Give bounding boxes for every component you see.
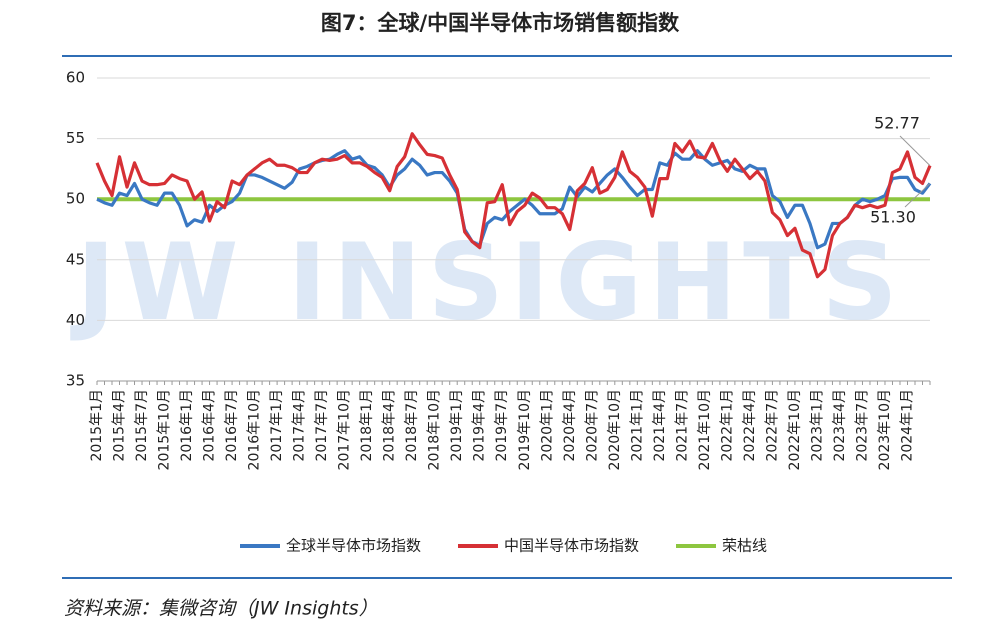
x-tick-label: 2020年1月 <box>539 389 555 462</box>
chart-title: 图7：全球/中国半导体市场销售额指数 <box>321 11 680 35</box>
x-tick-label: 2023年10月 <box>877 389 893 470</box>
source: 资料来源：集微咨询（JW Insights） <box>64 598 378 620</box>
x-tick-label: 2022年10月 <box>787 389 803 470</box>
x-tick-label: 2020年10月 <box>607 389 623 470</box>
x-tick-label: 2018年10月 <box>427 389 443 470</box>
annotation: 51.30 <box>870 208 916 227</box>
y-tick-label: 50 <box>66 190 85 208</box>
x-tick-label: 2021年10月 <box>697 389 713 470</box>
x-tick-label: 2019年4月 <box>472 389 488 462</box>
x-tick-label: 2015年7月 <box>134 389 150 462</box>
x-tick-label: 2019年10月 <box>517 389 533 470</box>
leader-line <box>899 135 931 166</box>
x-tick-label: 2018年4月 <box>382 389 398 462</box>
x-tick-label: 2018年1月 <box>359 389 375 462</box>
x-tick-label: 2016年10月 <box>247 389 263 470</box>
x-tick-label: 2021年1月 <box>629 389 645 462</box>
y-tick-label: 35 <box>66 372 85 390</box>
x-tick-label: 2021年4月 <box>652 389 668 462</box>
x-tick-label: 2016年4月 <box>202 389 218 462</box>
legend-label: 全球半导体市场指数 <box>286 537 421 555</box>
x-tick-label: 2015年10月 <box>157 389 173 470</box>
x-tick-label: 2022年1月 <box>719 389 735 462</box>
x-tick-label: 2017年4月 <box>292 389 308 462</box>
y-tick-label: 60 <box>66 69 85 87</box>
y-tick-label: 55 <box>66 129 85 147</box>
y-tick-label: 40 <box>66 311 85 329</box>
x-tick-label: 2015年1月 <box>89 389 105 462</box>
x-tick-label: 2021年7月 <box>674 389 690 462</box>
x-tick-label: 2018年7月 <box>404 389 420 462</box>
x-tick-label: 2020年4月 <box>562 389 578 462</box>
x-tick-label: 2024年1月 <box>899 389 915 462</box>
legend-label: 荣枯线 <box>722 537 767 555</box>
x-tick-label: 2019年7月 <box>494 389 510 462</box>
x-tick-label: 2022年4月 <box>742 389 758 462</box>
leader-line <box>904 183 931 208</box>
series-line <box>95 132 932 279</box>
y-tick-label: 45 <box>66 250 85 268</box>
x-tick-label: 2016年1月 <box>179 389 195 462</box>
x-tick-label: 2023年1月 <box>809 389 825 462</box>
x-tick-label: 2015年4月 <box>112 389 128 462</box>
x-tick-label: 2016年7月 <box>224 389 240 462</box>
series-line <box>96 149 932 250</box>
annotation: 52.77 <box>874 114 920 133</box>
legend-label: 中国半导体市场指数 <box>504 537 639 555</box>
x-tick-label: 2022年7月 <box>764 389 780 462</box>
watermark: JW INSIGHTS <box>70 221 904 344</box>
x-tick-label: 2017年10月 <box>337 389 353 470</box>
x-tick-label: 2020年7月 <box>584 389 600 462</box>
x-tick-label: 2017年1月 <box>269 389 285 462</box>
x-tick-label: 2017年7月 <box>314 389 330 462</box>
x-tick-label: 2019年1月 <box>449 389 465 462</box>
x-tick-label: 2023年7月 <box>854 389 870 462</box>
x-tick-label: 2023年4月 <box>832 389 848 462</box>
